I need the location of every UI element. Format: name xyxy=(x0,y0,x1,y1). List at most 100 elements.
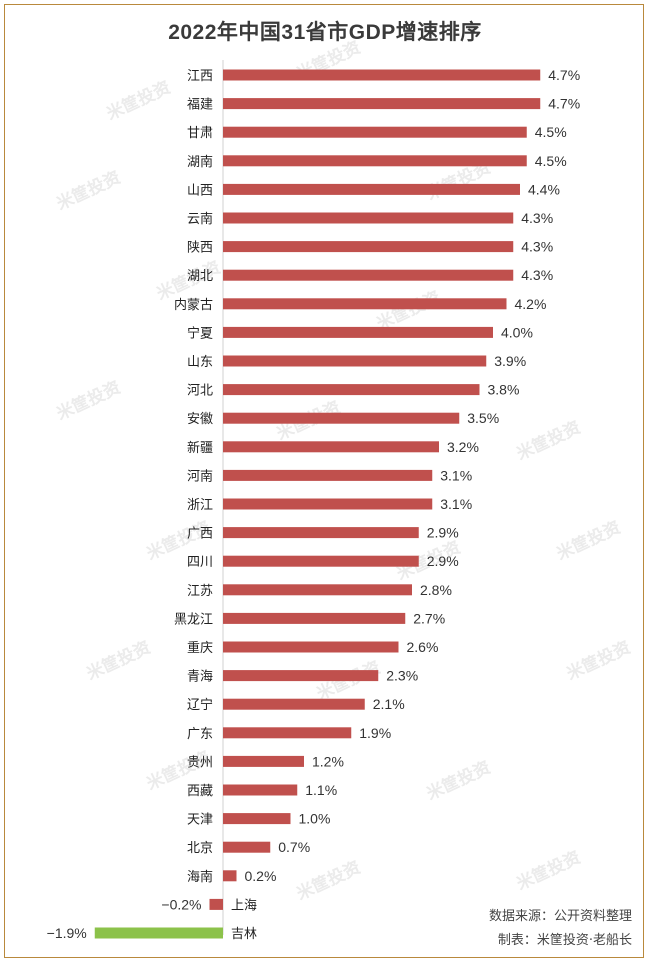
bar-26 xyxy=(223,813,291,825)
value-label-6: 4.3% xyxy=(521,239,553,255)
category-label-12: 安徽 xyxy=(187,412,213,427)
category-label-29: 上海 xyxy=(231,898,257,913)
category-label-13: 新疆 xyxy=(187,440,213,456)
category-label-21: 青海 xyxy=(187,670,213,685)
category-label-16: 广西 xyxy=(187,527,213,542)
value-label-8: 4.2% xyxy=(515,296,547,312)
watermark-text: 米筐投资 xyxy=(53,167,124,215)
watermark-text: 米筐投资 xyxy=(293,857,364,905)
bar-20 xyxy=(223,641,399,653)
value-label-19: 2.7% xyxy=(413,610,445,626)
category-label-25: 西藏 xyxy=(187,784,213,799)
watermark-text: 米筐投资 xyxy=(83,637,154,685)
value-label-21: 2.3% xyxy=(386,668,418,684)
value-label-9: 4.0% xyxy=(501,324,533,340)
category-label-24: 贵州 xyxy=(187,755,213,770)
watermark-text: 米筐投资 xyxy=(513,847,584,895)
bar-23 xyxy=(223,727,352,739)
value-label-5: 4.3% xyxy=(521,210,553,226)
category-label-14: 河南 xyxy=(187,468,213,484)
category-label-30: 吉林 xyxy=(231,927,257,942)
category-label-15: 浙江 xyxy=(187,498,213,513)
value-label-20: 2.6% xyxy=(407,639,439,655)
category-label-27: 北京 xyxy=(187,841,213,856)
bar-18 xyxy=(223,584,412,596)
bar-24 xyxy=(223,755,304,767)
category-label-17: 四川 xyxy=(187,555,213,570)
value-label-25: 1.1% xyxy=(305,782,337,798)
bar-2 xyxy=(223,126,527,138)
value-label-2: 4.5% xyxy=(535,124,567,140)
value-label-14: 3.1% xyxy=(440,467,472,483)
bar-21 xyxy=(223,670,379,682)
value-label-24: 1.2% xyxy=(312,753,344,769)
value-label-4: 4.4% xyxy=(528,181,560,197)
chart-title: 2022年中国31省市GDP增速排序 xyxy=(168,21,482,44)
bar-13 xyxy=(223,441,439,453)
watermark-text: 米筐投资 xyxy=(553,517,624,565)
category-label-28: 海南 xyxy=(187,869,213,885)
watermark-text: 米筐投资 xyxy=(53,377,124,425)
category-label-9: 宁夏 xyxy=(187,325,213,341)
category-label-10: 山东 xyxy=(187,355,213,370)
bar-30 xyxy=(94,927,223,939)
value-label-12: 3.5% xyxy=(467,410,499,426)
value-label-13: 3.2% xyxy=(447,439,479,455)
bar-0 xyxy=(223,69,541,81)
bar-12 xyxy=(223,412,460,424)
category-label-2: 甘肃 xyxy=(187,126,213,141)
value-label-16: 2.9% xyxy=(427,525,459,541)
value-label-17: 2.9% xyxy=(427,553,459,569)
category-label-1: 福建 xyxy=(187,98,213,113)
category-label-7: 湖北 xyxy=(187,269,213,284)
category-label-22: 辽宁 xyxy=(187,697,213,713)
value-label-7: 4.3% xyxy=(521,267,553,283)
category-label-0: 江西 xyxy=(187,69,213,84)
category-label-8: 内蒙古 xyxy=(174,297,213,313)
bar-9 xyxy=(223,326,493,338)
value-label-15: 3.1% xyxy=(440,496,472,512)
bar-6 xyxy=(223,241,514,253)
value-label-30: −1.9% xyxy=(47,925,87,941)
bar-16 xyxy=(223,527,419,539)
category-label-23: 广东 xyxy=(187,727,213,742)
bar-14 xyxy=(223,469,433,481)
value-label-23: 1.9% xyxy=(359,725,391,741)
category-label-6: 陕西 xyxy=(187,241,213,256)
bar-11 xyxy=(223,384,480,396)
value-label-11: 3.8% xyxy=(488,382,520,398)
category-label-19: 黑龙江 xyxy=(174,612,213,627)
watermark-text: 米筐投资 xyxy=(423,757,494,805)
value-label-28: 0.2% xyxy=(245,868,277,884)
bar-3 xyxy=(223,155,527,167)
value-label-1: 4.7% xyxy=(548,96,580,112)
category-label-11: 河北 xyxy=(187,384,213,399)
bars-group: 江西 4.7% 福建 4.7% 甘肃 4.5% 湖南 4.5% 山西 4.4% 云南 4.3% 陕西 4.… xyxy=(47,67,581,942)
value-label-3: 4.5% xyxy=(535,153,567,169)
watermark-text: 米筐投资 xyxy=(513,417,584,465)
value-label-10: 3.9% xyxy=(494,353,526,369)
bar-17 xyxy=(223,555,419,567)
bar-25 xyxy=(223,784,298,796)
author-note: 制表：米筐投资·老船长 xyxy=(497,933,632,948)
value-label-27: 0.7% xyxy=(278,839,310,855)
value-label-26: 1.0% xyxy=(299,811,331,827)
category-label-3: 湖南 xyxy=(187,154,213,170)
bar-5 xyxy=(223,212,514,224)
bar-7 xyxy=(223,269,514,281)
category-label-20: 重庆 xyxy=(187,640,213,656)
bar-1 xyxy=(223,98,541,110)
bar-29 xyxy=(209,898,223,910)
watermark-text: 米筐投资 xyxy=(563,637,634,685)
watermark-text: 米筐投资 xyxy=(103,77,174,125)
category-label-26: 天津 xyxy=(187,813,213,828)
category-label-4: 山西 xyxy=(187,183,213,198)
value-label-18: 2.8% xyxy=(420,582,452,598)
bar-19 xyxy=(223,612,406,624)
bar-8 xyxy=(223,298,507,310)
value-label-22: 2.1% xyxy=(373,696,405,712)
source-note: 数据来源：公开资料整理 xyxy=(488,909,632,924)
value-label-29: −0.2% xyxy=(161,896,201,912)
value-label-0: 4.7% xyxy=(548,67,580,83)
